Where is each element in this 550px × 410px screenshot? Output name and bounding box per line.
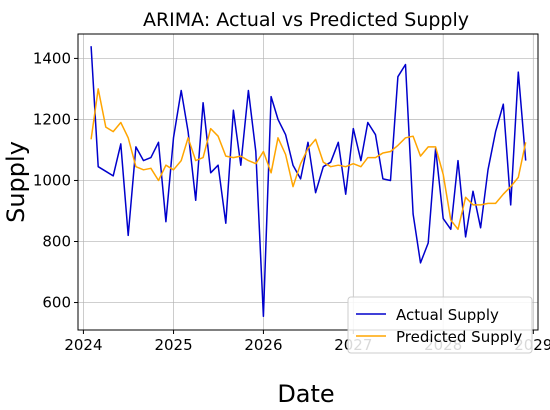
y-tick-label: 1200	[33, 110, 71, 128]
y-axis-label: Supply	[2, 141, 30, 223]
legend-label-actual: Actual Supply	[396, 306, 499, 324]
x-tick-label: 2024	[64, 336, 102, 354]
y-tick-label: 1000	[33, 171, 71, 189]
legend-box	[347, 296, 533, 354]
plot-frame	[77, 33, 539, 331]
chart-title: ARIMA: Actual vs Predicted Supply	[143, 9, 469, 31]
x-tick-label: 2025	[154, 336, 192, 354]
actual-supply-line	[90, 46, 527, 318]
legend: Actual Supply Predicted Supply	[347, 296, 533, 354]
y-tick-label: 800	[42, 233, 71, 251]
legend-label-predicted: Predicted Supply	[396, 328, 522, 346]
x-tick-label: 2026	[244, 336, 282, 354]
y-tick-label: 1400	[33, 49, 71, 67]
y-tick-label: 600	[42, 294, 71, 312]
gridlines	[78, 34, 538, 330]
predicted-supply-line	[90, 88, 527, 231]
series-lines	[90, 46, 527, 318]
x-axis-label: Date	[277, 380, 334, 408]
y-axis-ticks: 600 800 1000 1200 1400	[33, 49, 78, 312]
